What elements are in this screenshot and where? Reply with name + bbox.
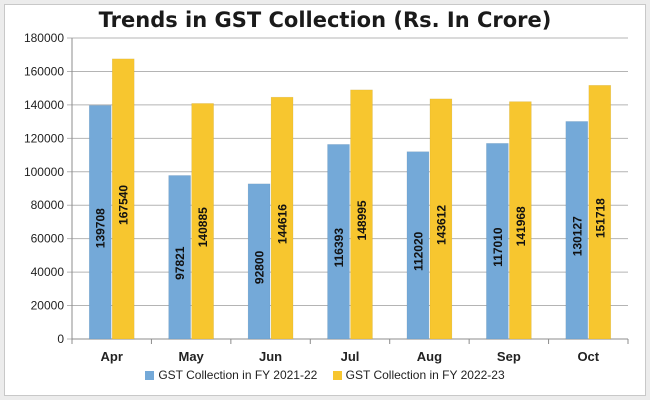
data-label: 140885 — [196, 207, 210, 247]
x-tick-label: Sep — [497, 349, 521, 364]
data-label: 116393 — [332, 228, 346, 268]
data-label: 148995 — [355, 200, 369, 240]
data-label: 167540 — [117, 185, 131, 225]
bar-sep-series-1 — [486, 143, 509, 340]
y-tick-label: 180000 — [24, 31, 64, 45]
bar-jun-series-2 — [270, 96, 294, 340]
legend-swatch-fy2021-22 — [145, 371, 155, 381]
bar-aug-series-2 — [429, 98, 453, 340]
x-tick-label: Jul — [341, 349, 360, 364]
data-label: 92800 — [253, 250, 267, 284]
plot-area — [72, 38, 628, 339]
bar-apr-series-1 — [88, 105, 112, 340]
bar-may-series-2 — [191, 103, 214, 340]
data-label: 143612 — [434, 205, 448, 245]
y-tick-label: 160000 — [24, 64, 64, 78]
legend-item-fy2021-22: GST Collection in FY 2021-22 — [145, 368, 317, 382]
bar-jul-series-2 — [350, 89, 373, 340]
x-tick-label: Aug — [417, 349, 442, 364]
chart-title: Trends in GST Collection (Rs. In Crore) — [98, 8, 552, 32]
legend-swatch-fy2022-23 — [332, 371, 342, 381]
bar-apr-series-2 — [111, 58, 135, 340]
data-label: 97821 — [173, 246, 187, 280]
legend-label-fy2021-22: GST Collection in FY 2021-22 — [158, 367, 318, 382]
data-label: 141968 — [514, 206, 528, 246]
legend: GST Collection in FY 2021-22 GST Collect… — [0, 367, 650, 382]
bar-oct-series-1 — [565, 121, 589, 340]
bar-jun-series-1 — [247, 183, 271, 340]
y-tick-label: 120000 — [24, 131, 64, 145]
legend-item-fy2022-23: GST Collection in FY 2022-23 — [332, 367, 505, 382]
x-tick-label: Jun — [259, 349, 282, 364]
y-tick-label: 20000 — [31, 299, 65, 313]
legend-label-fy2022-23: GST Collection in FY 2022-23 — [345, 367, 505, 382]
bar-jul-series-1 — [327, 144, 350, 340]
y-tick-label: 40000 — [31, 265, 65, 279]
bar-oct-series-2 — [588, 84, 612, 340]
y-tick-label: 100000 — [24, 165, 64, 179]
y-tick-label: 0 — [57, 332, 64, 346]
y-tick-label: 140000 — [24, 98, 64, 112]
bar-aug-series-1 — [406, 151, 430, 340]
x-tick-label: Oct — [577, 349, 599, 364]
data-label: 112020 — [411, 231, 425, 271]
y-tick-label: 60000 — [31, 232, 65, 246]
data-label: 151718 — [593, 198, 607, 238]
x-tick-label: May — [178, 349, 204, 364]
bar-may-series-1 — [168, 175, 191, 340]
data-label: 139708 — [94, 208, 108, 248]
data-label: 130127 — [570, 216, 584, 256]
x-tick-label: Apr — [101, 349, 123, 364]
y-tick-label: 80000 — [31, 198, 65, 212]
data-label: 144616 — [276, 204, 290, 244]
data-label: 117010 — [491, 227, 505, 267]
bar-sep-series-2 — [509, 101, 532, 340]
